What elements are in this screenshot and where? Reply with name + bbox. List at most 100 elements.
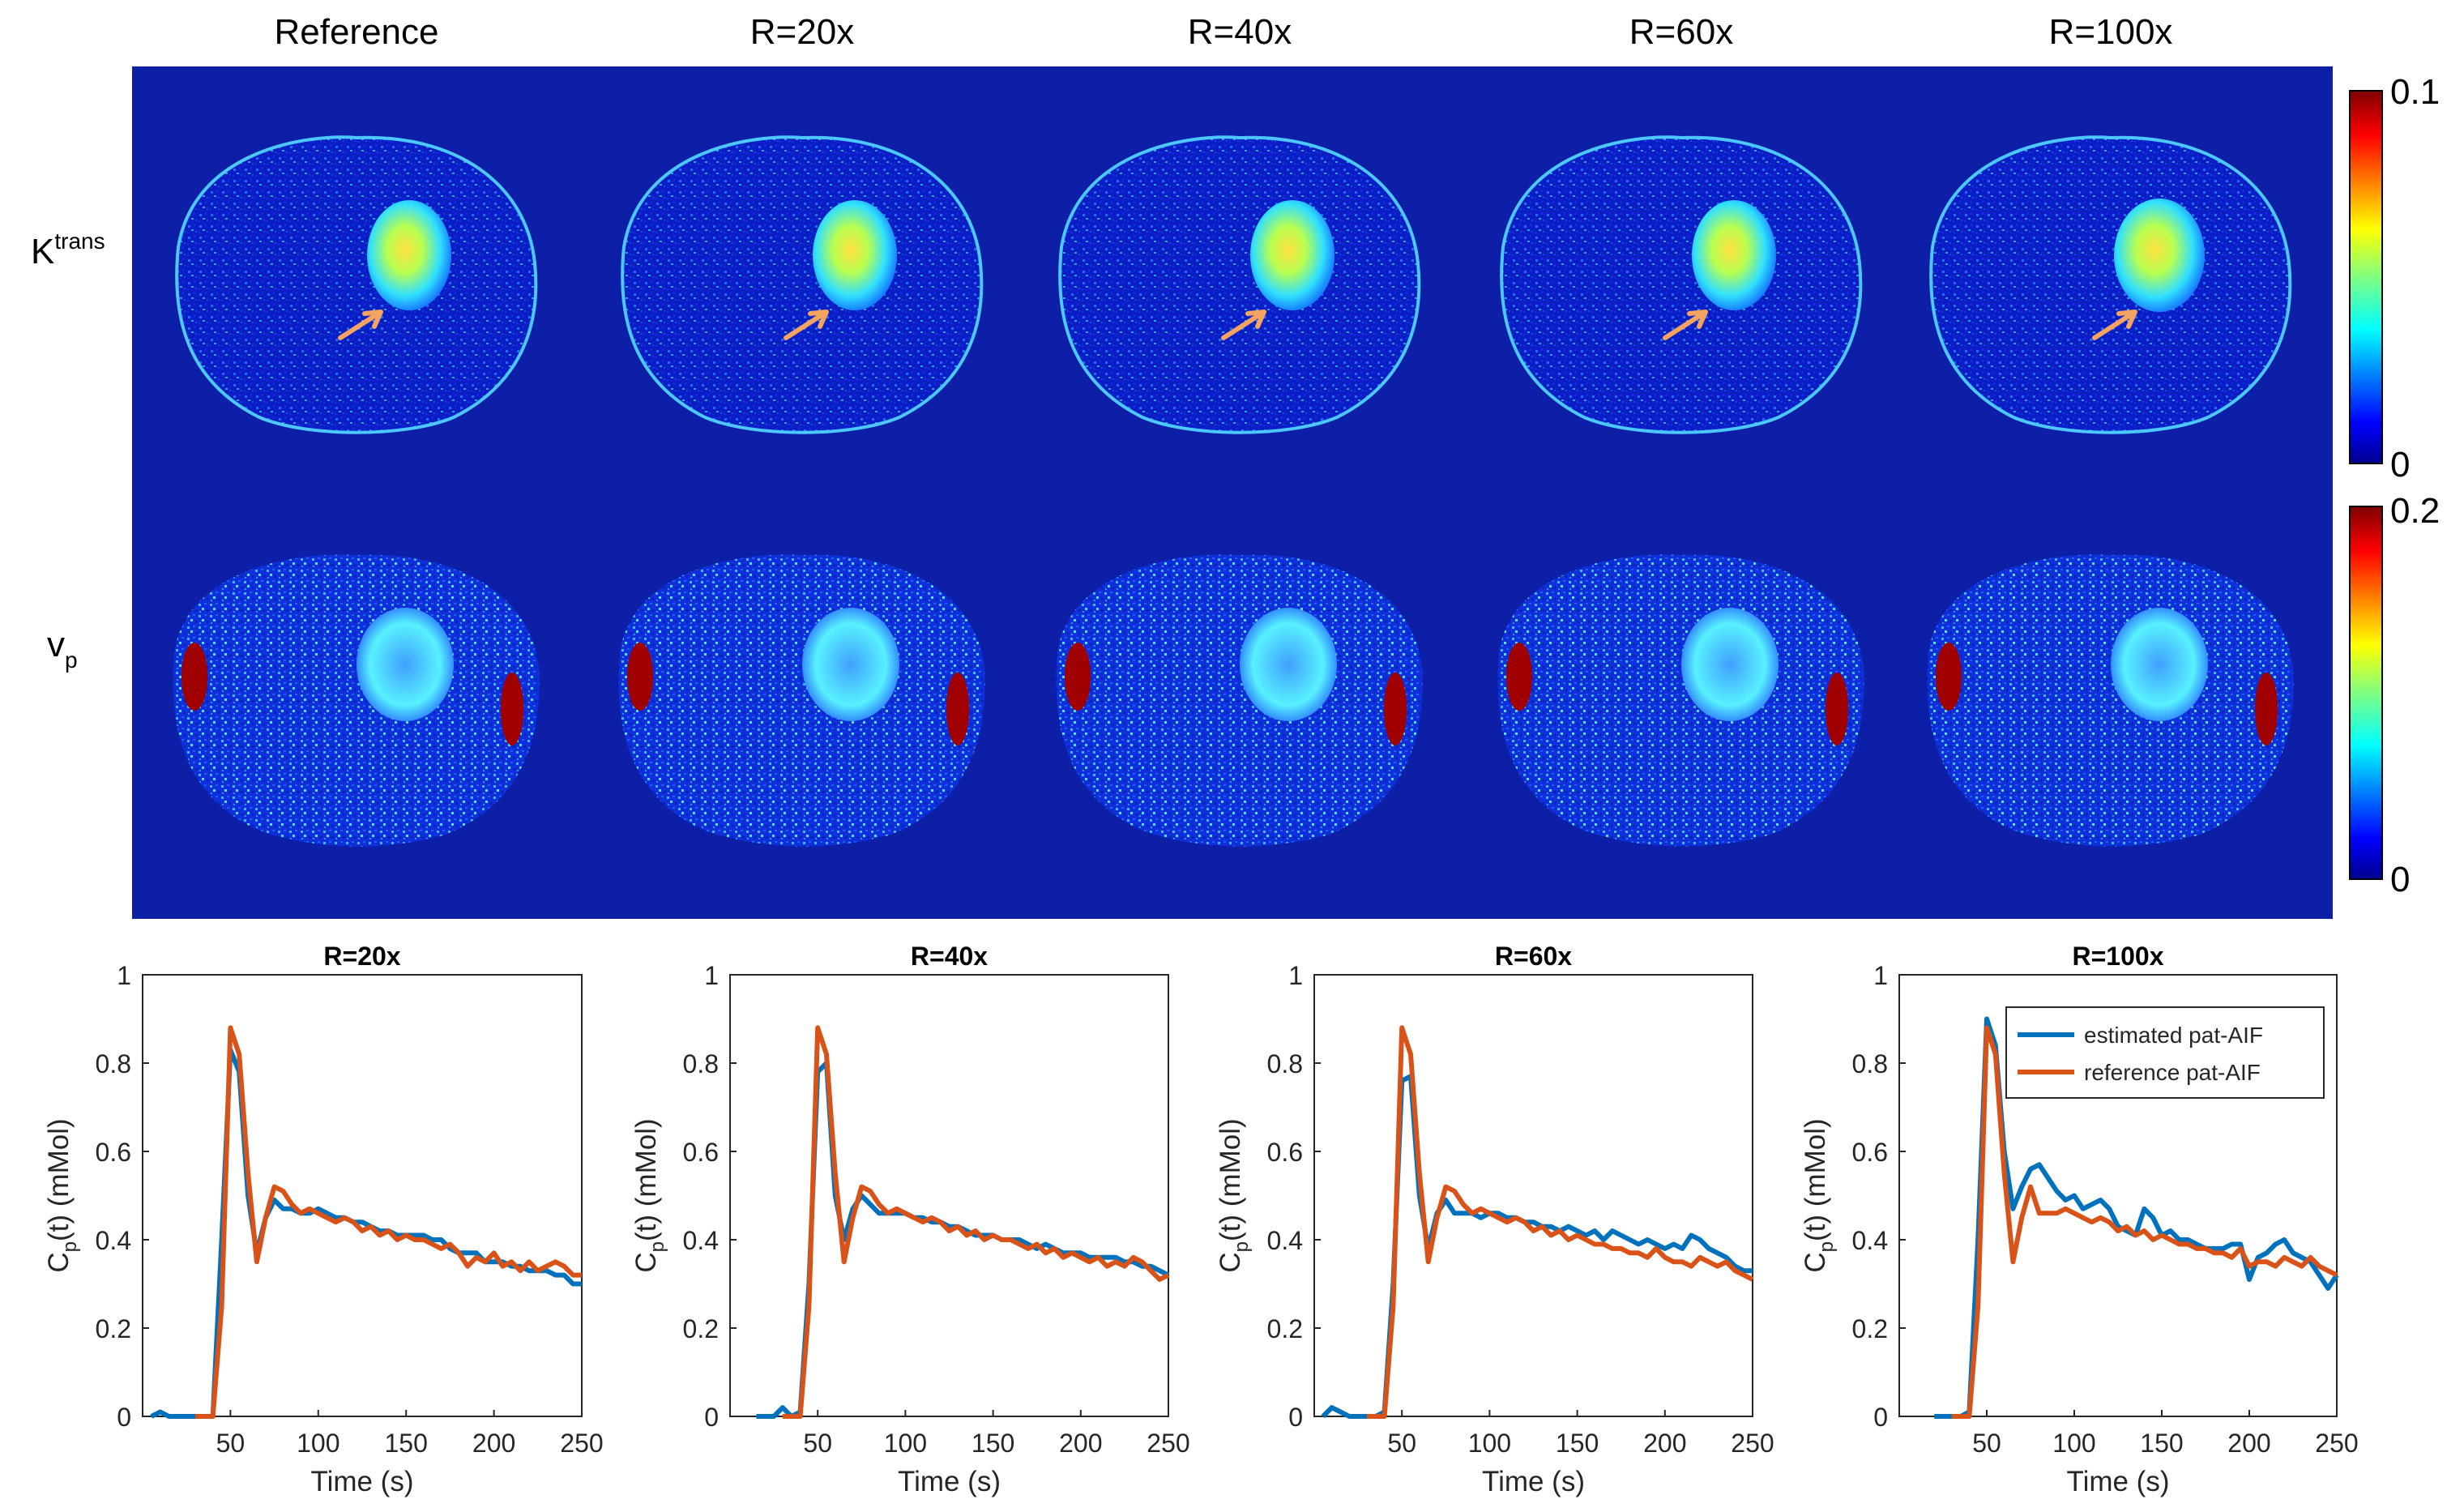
column-title: R=60x: [1629, 12, 1733, 52]
vessel: [1065, 643, 1091, 711]
row-labels: Ktrans vp: [31, 229, 105, 673]
vp-maps-row: [173, 554, 2294, 847]
y-tick-label: 1: [117, 961, 131, 990]
colorbar-min-label: 0: [2390, 445, 2410, 485]
y-tick-label: 0.8: [96, 1049, 131, 1078]
tumor: [2114, 199, 2205, 312]
x-tick-label: 250: [2315, 1429, 2358, 1458]
colorbar-max-label: 0.1: [2390, 72, 2440, 112]
vessel: [1826, 673, 1848, 745]
y-axis-label-main: C: [43, 1252, 75, 1272]
y-tick-label: 0: [1873, 1403, 1888, 1432]
y-axis-label-sub: p: [1816, 1241, 1838, 1252]
y-tick-label: 0.6: [1852, 1138, 1888, 1167]
vp-map: [1927, 554, 2294, 847]
x-tick-label: 100: [2052, 1429, 2095, 1458]
x-tick-label: 200: [1059, 1429, 1102, 1458]
y-axis-label: Cp(t) (mMol): [43, 1118, 81, 1272]
plot-area: [1313, 974, 1753, 1417]
tumor: [2111, 608, 2208, 721]
y-axis-label-sub: p: [59, 1241, 81, 1252]
column-title: R=20x: [750, 12, 854, 52]
plot-area: [729, 974, 1169, 1417]
column-title: R=100x: [2049, 12, 2173, 52]
legend-box: [2005, 1006, 2325, 1099]
ktrans-map: [1058, 135, 1421, 434]
x-tick-label: 150: [385, 1429, 428, 1458]
x-tick-label: 50: [1972, 1429, 2001, 1458]
y-tick-label: 0.2: [1267, 1314, 1303, 1343]
chart-title: R=40x: [911, 942, 988, 971]
x-axis-label: Time (s): [898, 1466, 1001, 1497]
tumor: [802, 608, 899, 721]
series-line: [1951, 1025, 2338, 1419]
x-tick-label: 250: [1731, 1429, 1774, 1458]
y-tick-label: 0.4: [96, 1226, 131, 1255]
vp-map: [1497, 554, 1864, 847]
chart-title: R=20x: [323, 942, 400, 971]
x-tick-label: 100: [884, 1429, 927, 1458]
y-axis-label-tail: (t) (mMol): [43, 1118, 75, 1241]
y-tick-label: 0.2: [96, 1314, 131, 1343]
vp-map: [173, 554, 540, 847]
y-axis-label-main: C: [1215, 1252, 1246, 1272]
legend-label: estimated pat-AIF: [2084, 1023, 2263, 1048]
tumor: [1681, 608, 1779, 721]
colorbar-gradient: [2349, 90, 2383, 464]
y-tick-label: 0.8: [1267, 1049, 1303, 1078]
arrow-icon: [2092, 310, 2137, 340]
x-axis-label: Time (s): [1482, 1466, 1585, 1497]
x-tick-label: 250: [560, 1429, 603, 1458]
y-tick-label: 1: [1873, 961, 1888, 990]
ktrans-map: [1500, 135, 1863, 434]
y-axis-label-tail: (t) (mMol): [1800, 1118, 1831, 1241]
row-label-ktrans: Ktrans: [31, 229, 105, 271]
x-tick-label: 200: [472, 1429, 515, 1458]
vp-map: [618, 554, 985, 847]
y-tick-label: 0.8: [1852, 1049, 1888, 1078]
y-tick-label: 0.4: [683, 1226, 719, 1255]
y-axis-label: Cp(t) (mMol): [630, 1118, 668, 1272]
vessel: [181, 643, 207, 711]
x-axis-label: Time (s): [2066, 1466, 2169, 1497]
x-tick-label: 250: [1147, 1429, 1189, 1458]
y-tick-label: 1: [704, 961, 719, 990]
vessel: [627, 643, 653, 711]
arrow-icon: [338, 310, 383, 340]
x-tick-label: 150: [972, 1429, 1014, 1458]
tumor: [1692, 200, 1776, 310]
x-axis-label: Time (s): [310, 1466, 413, 1497]
y-tick-label: 0.8: [683, 1049, 719, 1078]
vp-map: [1056, 554, 1423, 847]
x-tick-label: 100: [297, 1429, 339, 1458]
ktrans-map: [1929, 135, 2292, 434]
x-tick-label: 50: [216, 1429, 246, 1458]
tumor: [813, 200, 897, 310]
x-tick-label: 100: [1468, 1429, 1511, 1458]
y-axis-label-tail: (t) (mMol): [1215, 1118, 1246, 1241]
vessel: [1506, 643, 1532, 711]
y-axis-label-sub: p: [1231, 1241, 1253, 1252]
series-line: [1366, 1025, 1754, 1419]
y-tick-label: 0: [117, 1403, 131, 1432]
y-tick-label: 1: [1288, 961, 1303, 990]
y-tick-label: 0.6: [96, 1138, 131, 1167]
y-tick-label: 0.4: [1852, 1226, 1888, 1255]
tumor: [1240, 608, 1337, 721]
vessel: [1384, 673, 1407, 745]
y-axis-label-sub: p: [647, 1241, 668, 1252]
y-tick-label: 0: [704, 1403, 719, 1432]
vessel: [501, 673, 523, 745]
colorbar-max-label: 0.2: [2390, 491, 2440, 531]
chart-title: R=100x: [2073, 942, 2164, 971]
vessel: [946, 673, 969, 745]
ktrans-maps-row: [175, 135, 2292, 434]
y-tick-label: 0.6: [683, 1138, 719, 1167]
y-tick-label: 0.6: [1267, 1138, 1303, 1167]
chart-title: R=60x: [1495, 942, 1572, 971]
